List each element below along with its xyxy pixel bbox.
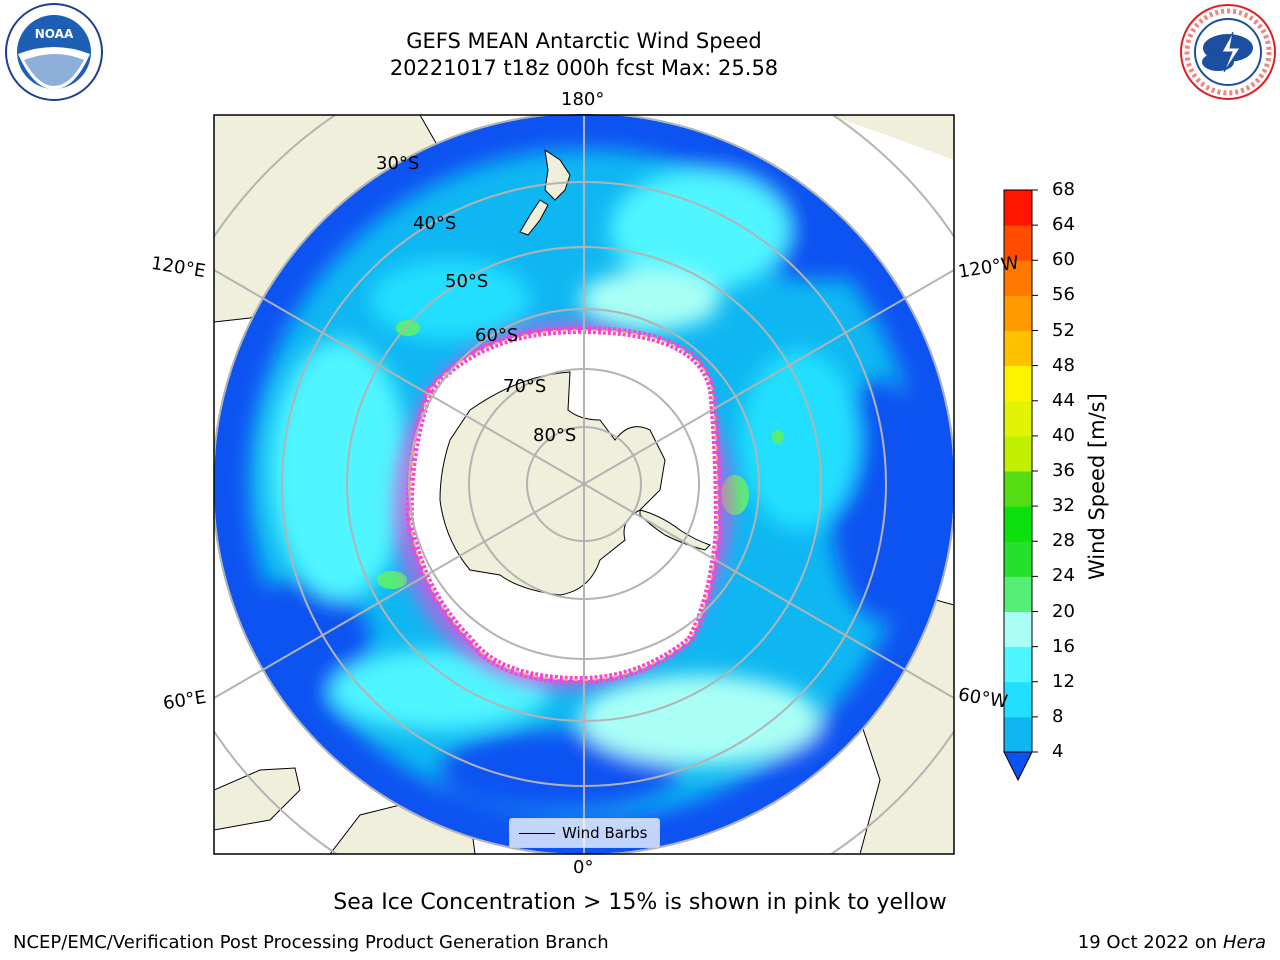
colorbar-segment (1004, 225, 1032, 261)
chart-subtitle: 20221017 t18z 000h fcst Max: 25.58 (389, 56, 779, 80)
colorbar-segment (1004, 190, 1032, 226)
lat-label-50s: 50°S (445, 271, 489, 292)
antarctic-peninsula (639, 509, 711, 551)
colorbar-segment (1004, 435, 1032, 472)
footer-host: Hera (1222, 932, 1266, 953)
colorbar-tick-label: 32 (1052, 495, 1075, 517)
colorbar-tick-label: 28 (1052, 530, 1075, 552)
colorbar-tick-label: 24 (1052, 565, 1075, 587)
colorbar-segment (1004, 330, 1032, 367)
colorbar-segment (1004, 365, 1032, 402)
colorbar-tick-label: 60 (1052, 249, 1075, 271)
colorbar-tick-label: 64 (1052, 214, 1075, 236)
footer-date: 19 Oct 2022 on Hera (1078, 932, 1266, 953)
colorbar-tick-label: 4 (1052, 741, 1064, 762)
nws-logo (1180, 4, 1276, 100)
chart-title: GEFS MEAN Antarctic Wind Speed (406, 29, 762, 53)
lat-label-40s: 40°S (413, 213, 457, 234)
colorbar-tick-label: 36 (1052, 460, 1075, 481)
colorbar-label: Wind Speed [m/s] (1085, 393, 1109, 580)
wind-barb-legend-line (519, 833, 555, 834)
colorbar-tick-label: 16 (1052, 635, 1075, 657)
colorbar-tick-label: 20 (1052, 600, 1075, 622)
lat-label-60s: 60°S (475, 325, 519, 346)
upper-right-land (830, 115, 954, 160)
colorbar-segment (1004, 506, 1032, 542)
antarctica-land (439, 371, 666, 596)
colorbar (1003, 189, 1038, 782)
new-zealand-land (519, 148, 571, 236)
svg-text:NOAA: NOAA (35, 27, 74, 41)
madagascar-land (214, 767, 301, 831)
colorbar-segment (1004, 576, 1032, 612)
lon-label-180: 180° (561, 89, 605, 110)
footer-credit: NCEP/EMC/Verification Post Processing Pr… (13, 932, 609, 953)
colorbar-tick-label: 40 (1052, 424, 1075, 446)
colorbar-tick-label: 8 (1052, 705, 1064, 727)
map-legend: Wind Barbs (509, 818, 660, 848)
graticule (214, 115, 954, 854)
lat-label-80s: 80°S (533, 425, 577, 446)
colorbar-segment (1004, 400, 1032, 437)
legend-label: Wind Barbs (562, 824, 648, 842)
colorbar-tick-label: 12 (1052, 670, 1075, 692)
colorbar-tick-label: 44 (1052, 389, 1075, 411)
lat-label-30s: 30°S (376, 153, 420, 174)
colorbar-segment (1004, 681, 1032, 718)
colorbar-segment (1004, 646, 1032, 683)
colorbar-tick-label: 52 (1052, 319, 1075, 341)
colorbar-segment (1004, 471, 1032, 507)
lon-label-0: 0° (573, 857, 594, 878)
colorbar-segment (1004, 716, 1032, 753)
colorbar-extend-triangle (1003, 751, 1033, 782)
colorbar-segment (1004, 541, 1032, 577)
colorbar-tick-label: 68 (1052, 179, 1075, 200)
footer-date-text: 19 Oct 2022 on (1077, 932, 1218, 953)
colorbar-segment (1004, 295, 1032, 331)
colorbar-segment (1004, 260, 1032, 296)
lat-label-70s: 70°S (503, 376, 547, 397)
colorbar-tick-label: 56 (1052, 284, 1075, 306)
colorbar-segment (1004, 611, 1032, 648)
sea-ice-note: Sea Ice Concentration > 15% is shown in … (333, 890, 947, 915)
colorbar-tick-label: 48 (1052, 354, 1075, 376)
noaa-logo: NOAA (5, 3, 103, 101)
